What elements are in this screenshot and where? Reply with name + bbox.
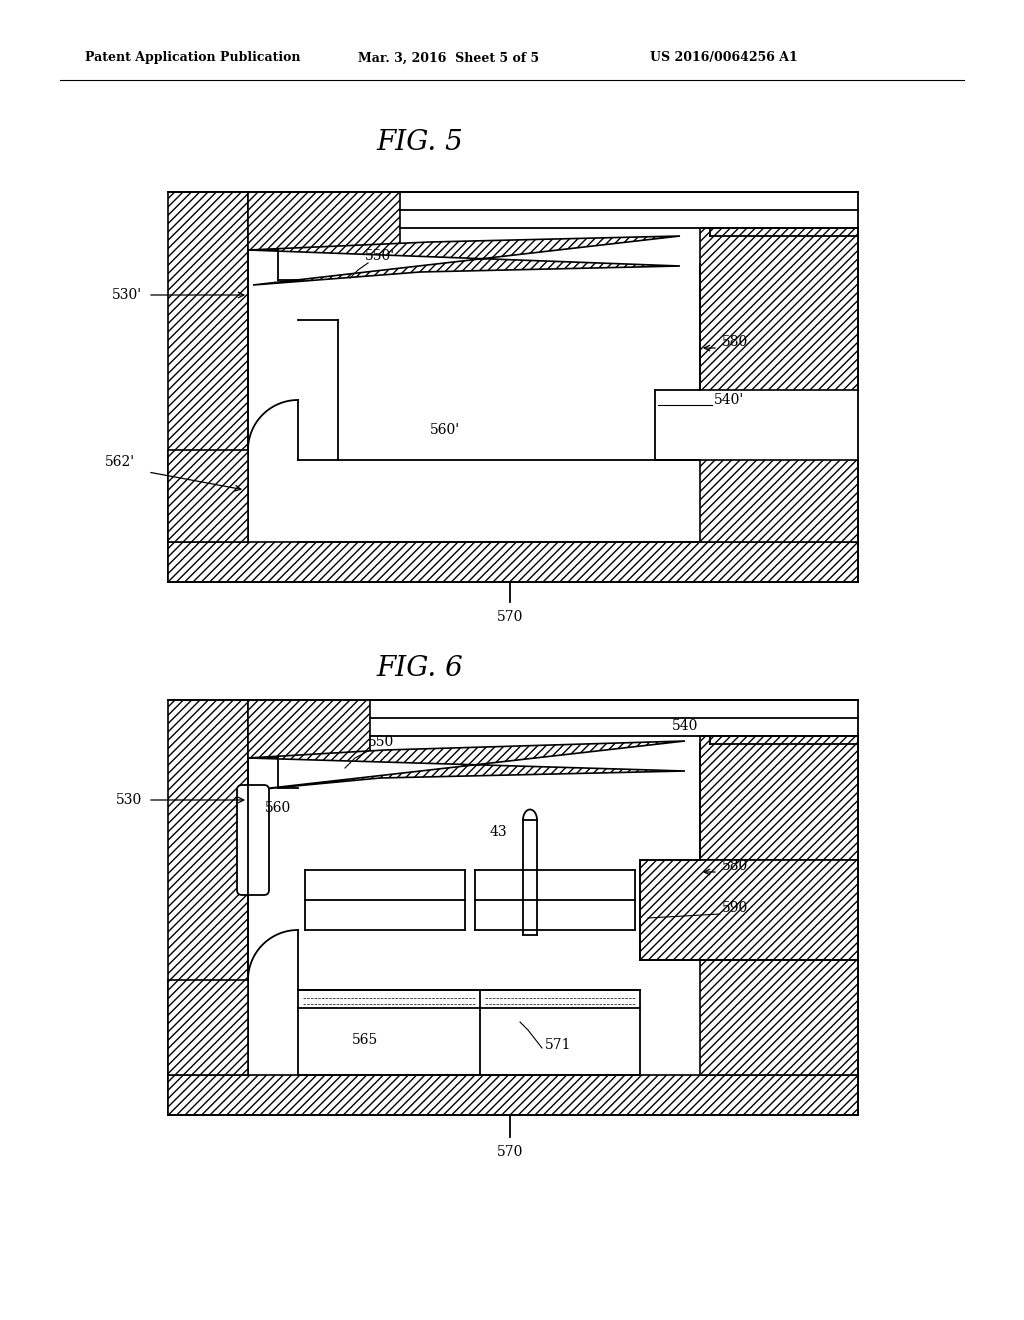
Polygon shape: [248, 741, 685, 789]
Polygon shape: [248, 236, 680, 285]
Text: Patent Application Publication: Patent Application Publication: [85, 51, 300, 65]
Bar: [168, 450, 248, 543]
Text: US 2016/0064256 A1: US 2016/0064256 A1: [650, 51, 798, 65]
Bar: [700, 737, 858, 861]
Text: 571: 571: [545, 1038, 571, 1052]
Text: 530: 530: [116, 793, 142, 807]
Text: 550': 550': [365, 249, 395, 263]
Bar: [248, 191, 400, 249]
Bar: [168, 1074, 858, 1115]
Text: 540: 540: [672, 719, 698, 733]
Text: FIG. 6: FIG. 6: [377, 655, 464, 681]
Text: 570: 570: [497, 1144, 523, 1159]
Bar: [700, 960, 858, 1074]
Text: 560: 560: [265, 801, 291, 814]
Text: 43: 43: [490, 825, 508, 840]
Bar: [248, 700, 370, 758]
Text: FIG. 5: FIG. 5: [377, 128, 464, 156]
Text: 580: 580: [722, 859, 749, 873]
Text: 530': 530': [112, 288, 142, 302]
Bar: [700, 459, 858, 543]
Text: 550: 550: [368, 735, 394, 748]
Bar: [168, 979, 248, 1074]
Text: 570: 570: [497, 610, 523, 624]
FancyBboxPatch shape: [237, 785, 269, 895]
Text: 565: 565: [352, 1034, 378, 1047]
Text: 540': 540': [714, 393, 744, 407]
Polygon shape: [640, 861, 858, 960]
Bar: [168, 700, 248, 1115]
Text: Mar. 3, 2016  Sheet 5 of 5: Mar. 3, 2016 Sheet 5 of 5: [358, 51, 539, 65]
Bar: [168, 191, 248, 582]
Text: 580: 580: [722, 335, 749, 348]
Text: 560': 560': [430, 422, 460, 437]
Bar: [168, 543, 858, 582]
Text: 590: 590: [722, 902, 749, 915]
Text: 562': 562': [105, 455, 135, 469]
Bar: [700, 228, 858, 389]
